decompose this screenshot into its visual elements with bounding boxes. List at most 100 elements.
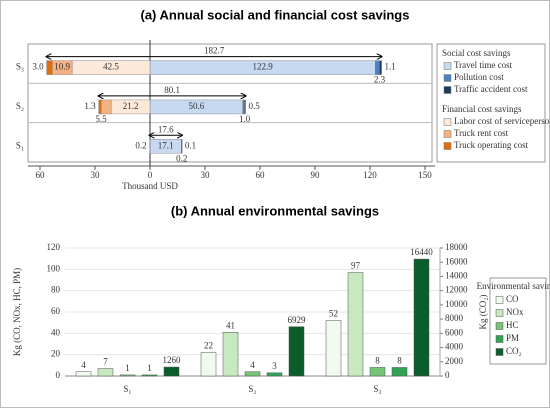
- value-label: 3: [272, 361, 277, 371]
- legend-title: Environmental savings: [477, 281, 550, 291]
- bar-segment: [244, 99, 246, 115]
- bar: [200, 352, 217, 377]
- value-label: 8: [375, 356, 380, 366]
- value-label: 42.5: [103, 62, 119, 72]
- value-label: 22: [204, 341, 213, 351]
- value-label: 1: [125, 363, 130, 373]
- value-label: 7: [103, 357, 108, 367]
- legend-swatch: [495, 348, 504, 356]
- value-label: 1.0: [239, 114, 251, 124]
- value-label: 8: [397, 356, 402, 366]
- bar: [141, 374, 158, 377]
- y-tick-label: 0: [56, 370, 61, 380]
- chart-title: (b) Annual environmental savings: [171, 203, 379, 218]
- legend-swatch: [495, 296, 504, 304]
- y2-tick-label: 14000: [445, 271, 468, 281]
- value-label: 1: [147, 363, 152, 373]
- bar: [119, 374, 136, 377]
- value-label: 2.3: [374, 75, 386, 85]
- value-label: 50.6: [189, 101, 205, 111]
- y2-tick-label: 2000: [445, 356, 464, 366]
- x-tick-label: 30: [201, 170, 211, 180]
- bar-segment: [379, 60, 382, 75]
- value-label: 0.5: [249, 101, 261, 111]
- legend-swatch: [443, 130, 452, 138]
- bar-segment: [375, 60, 380, 75]
- legend-swatch: [495, 322, 504, 330]
- bar-segment: [242, 99, 245, 115]
- y-tick-label: S₃: [16, 62, 24, 72]
- y-tick-label: S₁: [16, 140, 24, 150]
- bar: [413, 258, 430, 377]
- bar-segment: [98, 99, 102, 115]
- y-tick-label: 20: [51, 349, 61, 359]
- bar: [369, 367, 386, 377]
- legend-label: Truck operating cost: [454, 140, 529, 150]
- x-tick-label: 90: [311, 170, 321, 180]
- legend-title: Financial cost savings: [442, 104, 522, 114]
- x-tick-label: 0: [148, 170, 153, 180]
- legend-frame: [436, 43, 546, 163]
- value-label: 16440: [410, 247, 433, 257]
- value-label: 97: [351, 261, 361, 271]
- legend-label: CO: [506, 294, 519, 304]
- value-label: 52: [329, 309, 338, 319]
- bar: [288, 326, 305, 377]
- value-label: 1.1: [385, 62, 396, 72]
- value-label: 4: [250, 360, 255, 370]
- legend-label: NOx: [506, 307, 524, 317]
- bar: [391, 367, 408, 377]
- y2-tick-label: 18000: [445, 242, 468, 252]
- legend-swatch: [495, 309, 504, 317]
- value-label: 4: [81, 360, 86, 370]
- legend-label: Traffic accident cost: [454, 84, 528, 94]
- legend-label: CO₂: [506, 346, 522, 356]
- plot-frame: [27, 43, 433, 163]
- y2-tick-label: 12000: [445, 285, 468, 295]
- y-tick-label: 40: [51, 327, 61, 337]
- x-tick-label: 120: [363, 170, 377, 180]
- x-tick-label: 60: [36, 170, 46, 180]
- value-label: 5.5: [95, 114, 107, 124]
- y2-axis-label: Kg (CO₂): [478, 295, 488, 330]
- bar-segment: [100, 99, 112, 115]
- y2-tick-label: 6000: [445, 327, 464, 337]
- x-axis-label: Thousand USD: [122, 181, 178, 191]
- bar-segment: [149, 139, 151, 154]
- value-label: 0.1: [185, 140, 196, 150]
- bar: [244, 371, 261, 377]
- legend-swatch: [495, 335, 504, 343]
- value-label: 1.3: [84, 101, 96, 111]
- x-tick-label: 30: [91, 170, 101, 180]
- legend-label: Pollution cost: [454, 72, 504, 82]
- y2-tick-label: 4000: [445, 342, 464, 352]
- y2-tick-label: 0: [445, 370, 450, 380]
- legend-label: PM: [506, 333, 519, 343]
- value-label: 6929: [288, 315, 307, 325]
- y-tick-label: 120: [47, 242, 61, 252]
- legend-label: Truck rent cost: [454, 128, 509, 138]
- legend-title: Social cost savings: [442, 48, 511, 58]
- x-tick-label: S₁: [123, 384, 131, 394]
- bar: [347, 272, 364, 377]
- bar-segment: [181, 139, 183, 154]
- bar: [222, 332, 239, 377]
- value-label: 41: [226, 320, 235, 330]
- y-axis-label: Kg (CO, NOx, HC, PM): [12, 268, 22, 356]
- chart-title: (a) Annual social and financial cost sav…: [141, 7, 410, 22]
- legend-swatch: [443, 142, 452, 150]
- x-tick-label: S₂: [248, 384, 256, 394]
- value-label: 3.0: [32, 62, 44, 72]
- legend-swatch: [443, 62, 452, 70]
- bar-segment: [46, 60, 53, 75]
- value-label: 0.2: [176, 153, 187, 163]
- y-tick-label: 100: [47, 263, 61, 273]
- bar: [325, 320, 342, 377]
- total-label: 182.7: [204, 46, 225, 56]
- value-label: 122.9: [253, 62, 274, 72]
- y2-tick-label: 16000: [445, 256, 468, 266]
- y2-tick-label: 8000: [445, 313, 464, 323]
- value-label: 21.2: [123, 101, 139, 111]
- value-label: 10.9: [54, 62, 70, 72]
